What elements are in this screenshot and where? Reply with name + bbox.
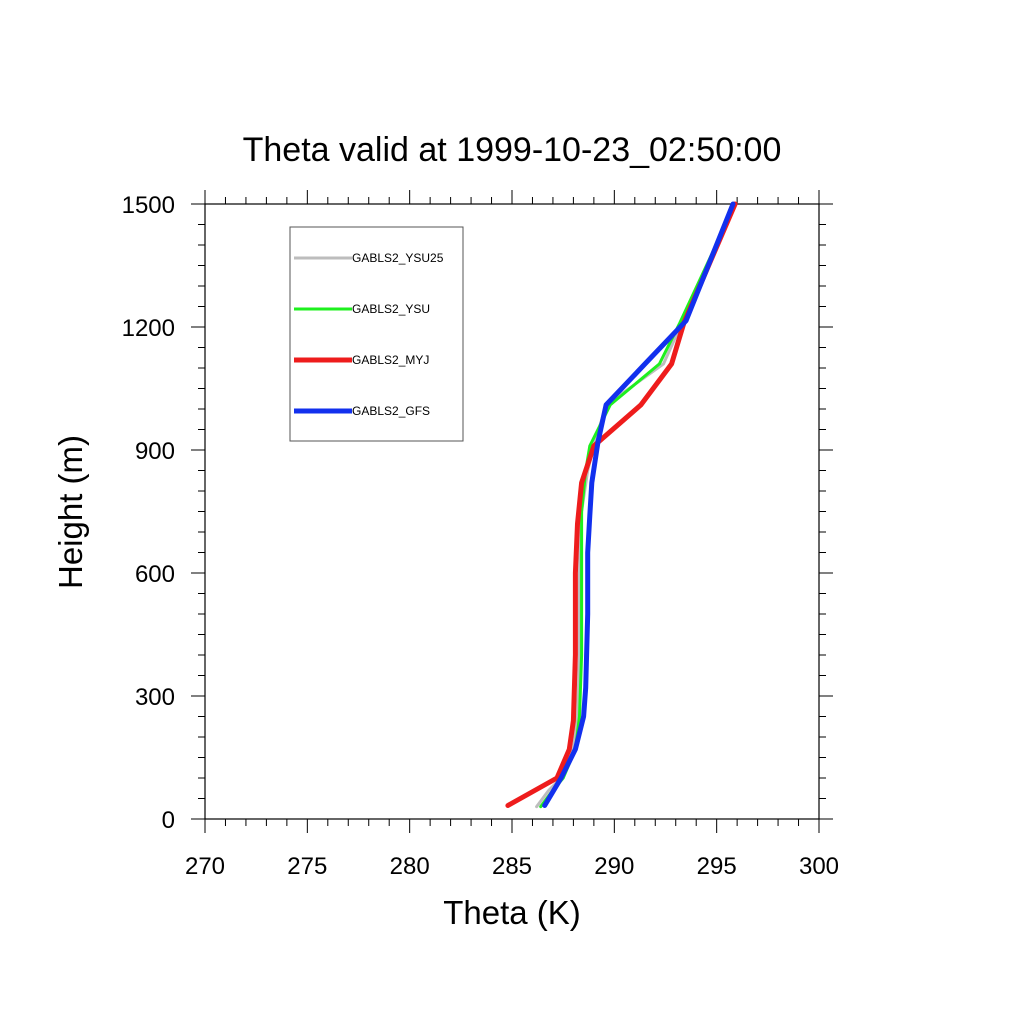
x-tick-label: 290 xyxy=(594,853,634,880)
legend: GABLS2_YSU25 GABLS2_YSU GABLS2_MYJ GABLS2_G… xyxy=(289,226,464,442)
axis-ticks xyxy=(191,190,833,833)
legend-label: GABLS2_YSU25 xyxy=(352,251,444,265)
x-tick-label: 280 xyxy=(390,853,430,880)
series-line-gabls2-myj xyxy=(505,201,738,808)
y-tick-label: 300 xyxy=(135,684,175,711)
series-line-gabls2-ysu25 xyxy=(535,202,737,809)
y-tick-label: 1200 xyxy=(122,315,175,342)
x-tick-label: 270 xyxy=(185,853,225,880)
x-tick-label: 285 xyxy=(492,853,532,880)
x-tick-label: 300 xyxy=(799,853,839,880)
series-lines xyxy=(505,201,738,809)
y-tick-label: 900 xyxy=(135,438,175,465)
series-line-gabls2-ysu xyxy=(539,202,737,809)
x-tick-label: 295 xyxy=(697,853,737,880)
y-tick-label: 600 xyxy=(135,561,175,588)
y-tick-label: 1500 xyxy=(122,192,175,219)
legend-box xyxy=(289,226,464,442)
x-axis-label: Theta (K) xyxy=(443,894,581,931)
series-line-gabls2-gfs xyxy=(542,201,736,808)
plot-border xyxy=(204,203,820,820)
x-tick-label: 275 xyxy=(287,853,327,880)
legend-label: GABLS2_MYJ xyxy=(352,353,429,367)
legend-label: GABLS2_GFS xyxy=(352,404,430,418)
tick-labels: 270 275 280 285 290 295 300 0 300 600 900 1200 1500 xyxy=(122,192,839,880)
plot-frame xyxy=(204,203,820,820)
y-axis-label: Height (m) xyxy=(52,435,89,589)
legend-label: GABLS2_YSU xyxy=(352,302,430,316)
y-tick-label: 0 xyxy=(162,807,175,834)
chart-title: Theta valid at 1999-10-23_02:50:00 xyxy=(243,131,782,169)
